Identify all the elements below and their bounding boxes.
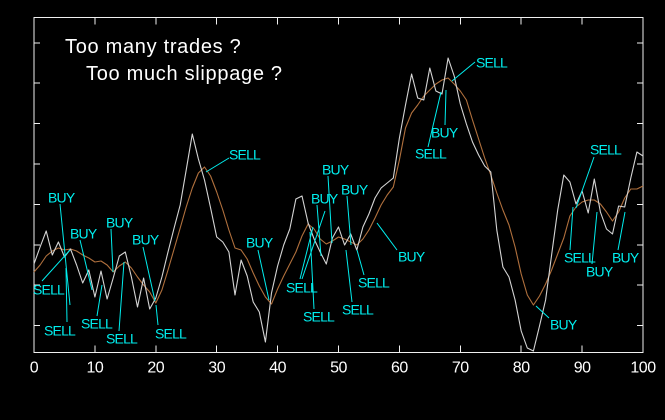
svg-text:90: 90 xyxy=(574,360,591,377)
svg-text:SELL: SELL xyxy=(303,309,335,325)
svg-text:BUY: BUY xyxy=(132,232,160,248)
svg-text:BUY: BUY xyxy=(48,190,76,206)
svg-text:BUY: BUY xyxy=(431,125,459,141)
svg-text:BUY: BUY xyxy=(70,226,98,242)
svg-text:SELL: SELL xyxy=(476,55,508,71)
svg-text:SELL: SELL xyxy=(106,331,138,347)
svg-text:BUY: BUY xyxy=(341,182,369,198)
svg-text:SELL: SELL xyxy=(358,275,390,291)
svg-text:SELL: SELL xyxy=(415,146,447,162)
svg-text:SELL: SELL xyxy=(286,280,318,296)
svg-text:BUY: BUY xyxy=(106,215,134,231)
svg-text:SELL: SELL xyxy=(44,323,76,339)
svg-text:Too many trades ?: Too many trades ? xyxy=(65,36,241,58)
svg-text:SELL: SELL xyxy=(229,147,261,163)
svg-text:0: 0 xyxy=(30,360,39,377)
svg-text:20: 20 xyxy=(147,360,164,377)
svg-text:BUY: BUY xyxy=(246,235,274,251)
svg-text:SELL: SELL xyxy=(342,302,374,318)
svg-text:BUY: BUY xyxy=(322,162,350,178)
svg-text:70: 70 xyxy=(452,360,469,377)
svg-text:40: 40 xyxy=(269,360,286,377)
svg-text:100: 100 xyxy=(630,360,656,377)
svg-text:SELL: SELL xyxy=(564,250,596,266)
svg-text:30: 30 xyxy=(208,360,225,377)
svg-text:80: 80 xyxy=(513,360,530,377)
svg-text:SELL: SELL xyxy=(33,282,65,298)
svg-text:50: 50 xyxy=(330,360,347,377)
svg-text:10: 10 xyxy=(87,360,104,377)
svg-text:Too much slippage ?: Too much slippage ? xyxy=(86,63,283,85)
svg-text:BUY: BUY xyxy=(550,317,578,333)
svg-text:BUY: BUY xyxy=(398,249,426,265)
svg-text:BUY: BUY xyxy=(612,250,640,266)
svg-text:SELL: SELL xyxy=(590,142,622,158)
svg-text:60: 60 xyxy=(391,360,408,377)
svg-text:SELL: SELL xyxy=(81,316,113,332)
svg-text:BUY: BUY xyxy=(311,191,339,207)
svg-text:SELL: SELL xyxy=(155,326,187,342)
svg-text:BUY: BUY xyxy=(586,264,614,280)
